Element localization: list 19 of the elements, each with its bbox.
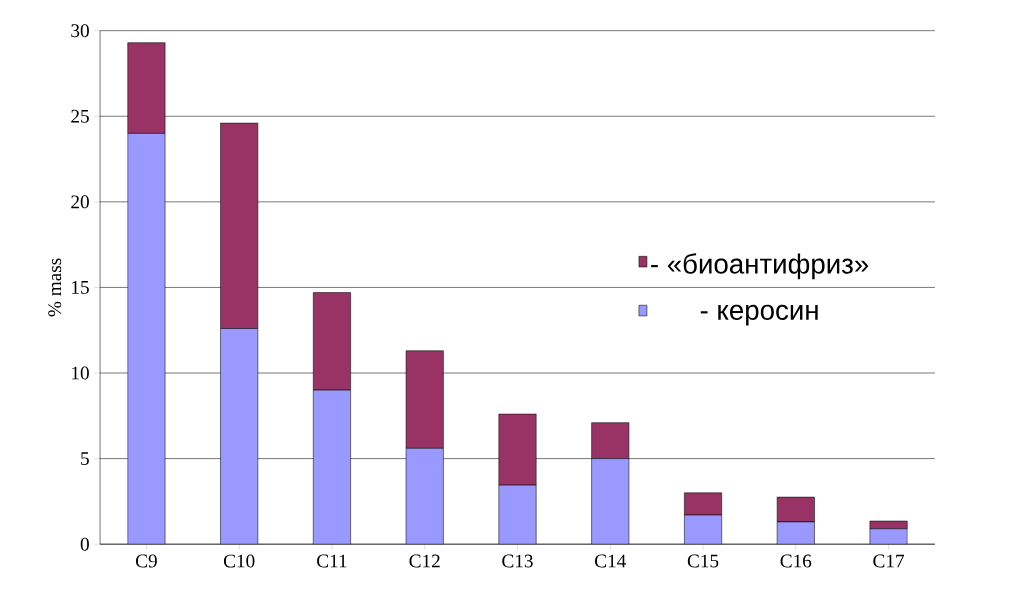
y-tick-label: 10 [72,366,89,380]
x-tick-label: C12 [409,554,440,568]
y-tick-label: 25 [71,110,89,123]
y-tick-label: 20 [71,195,89,209]
x-tick-label: C10 [223,554,255,568]
x-tick-label: C13 [502,554,533,568]
x-tick-label: C9 [136,554,157,568]
y-tick-label: 5 [81,452,89,466]
x-tick-label: C11 [317,554,347,568]
y-axis-title: % mass [48,258,62,317]
x-tick-label: C16 [780,554,812,568]
x-tick-label: C17 [873,554,905,568]
x-tick-label: C15 [687,554,719,568]
x-tick-label: C14 [595,554,626,568]
y-tick-label: 15 [72,281,89,295]
legend-label: - керосин [700,305,818,326]
y-tick-label: 30 [71,24,89,38]
legend-label: - «биоантифриз» [651,253,869,280]
y-tick-label: 0 [80,537,89,551]
